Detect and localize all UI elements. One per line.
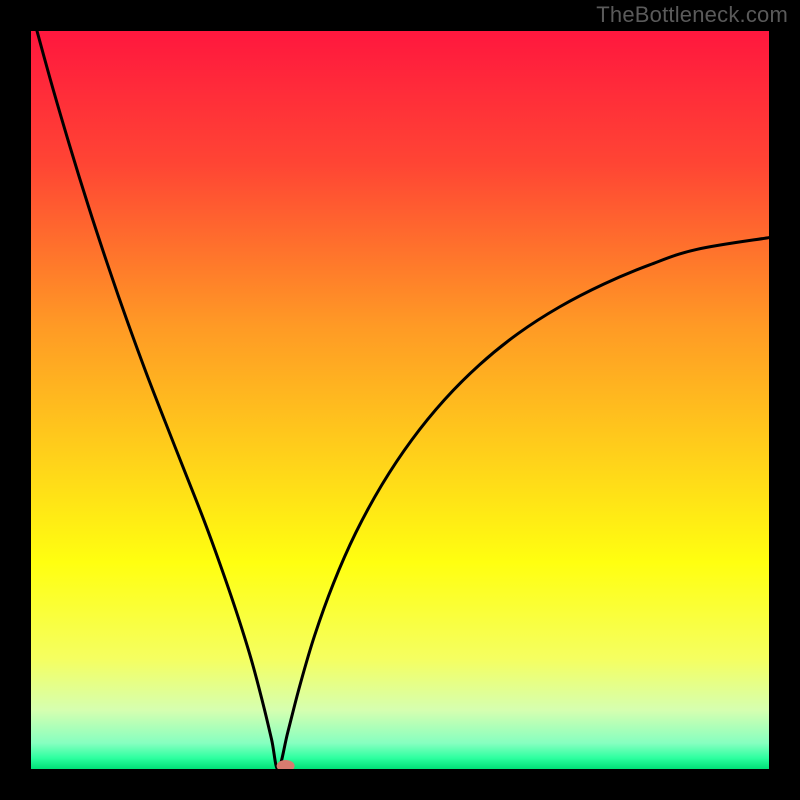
bottleneck-curve-chart	[0, 0, 800, 800]
gradient-background	[31, 31, 769, 769]
watermark-text: TheBottleneck.com	[596, 2, 788, 28]
chart-stage: TheBottleneck.com	[0, 0, 800, 800]
